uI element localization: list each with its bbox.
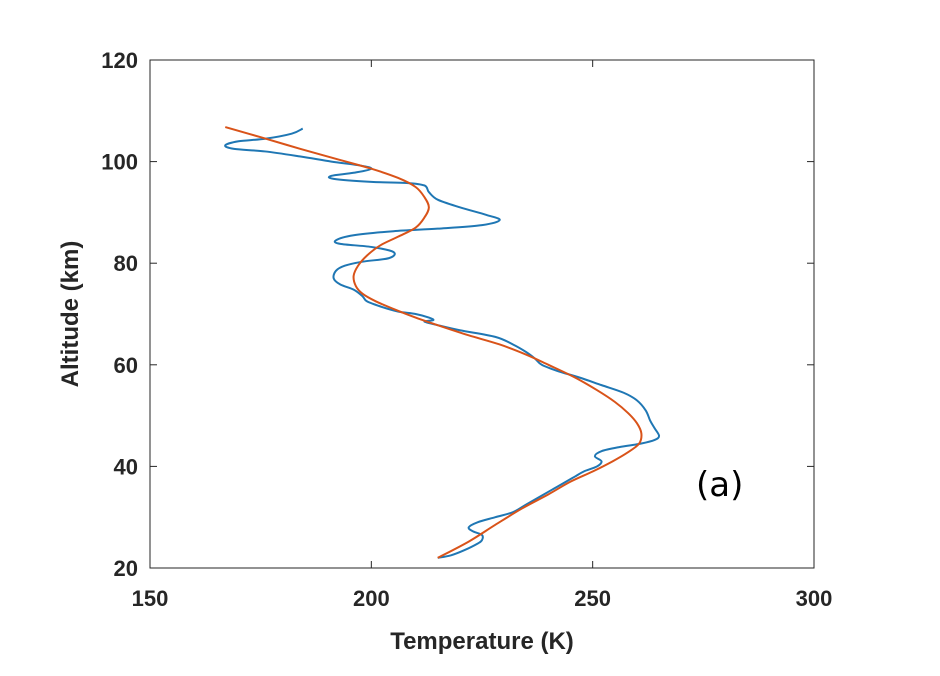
y-axis-ticks: 20 40 60 80 100 120 <box>101 48 814 581</box>
x-axis-label: Temperature (K) <box>390 628 574 655</box>
series-line-2 <box>224 126 643 559</box>
y-tick-label: 80 <box>114 251 138 276</box>
y-tick-label: 40 <box>114 454 138 479</box>
y-tick-label: 120 <box>101 48 138 73</box>
plot-area <box>149 59 815 569</box>
y-tick-label: 20 <box>114 556 138 581</box>
series-line-1 <box>224 127 661 559</box>
series-layer <box>224 126 661 559</box>
x-tick-label: 300 <box>796 586 833 611</box>
y-tick-label: 100 <box>101 150 138 175</box>
x-tick-label: 250 <box>574 586 611 611</box>
x-tick-label: 150 <box>132 586 169 611</box>
y-tick-label: 60 <box>114 353 138 378</box>
x-axis-ticks: 150 200 250 300 <box>132 60 833 611</box>
panel-annotation: (a) <box>696 465 743 505</box>
y-axis-label: Altitude (km) <box>57 241 84 388</box>
x-tick-label: 200 <box>353 586 390 611</box>
